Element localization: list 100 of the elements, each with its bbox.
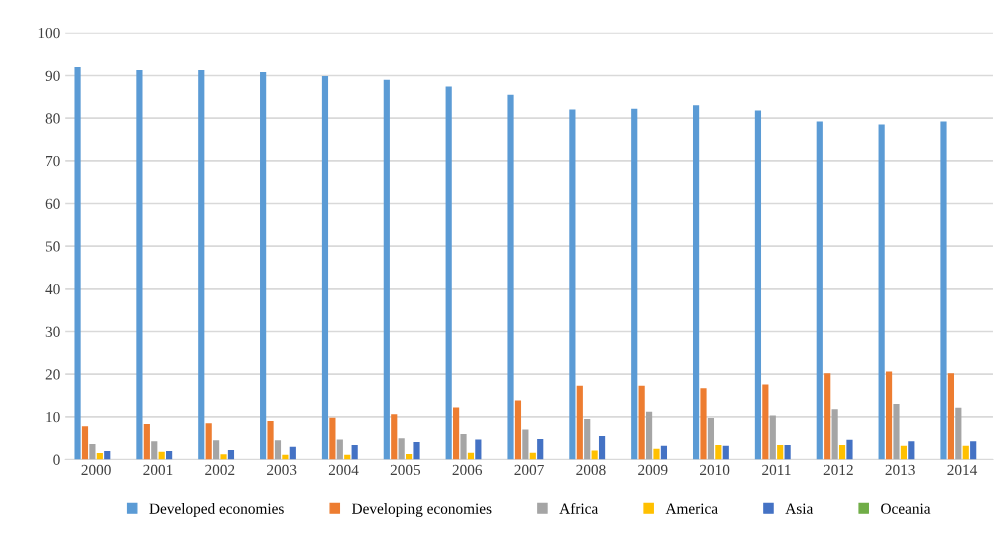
bar <box>645 411 653 460</box>
bar <box>267 421 274 460</box>
y-tick-label: 0 <box>53 454 60 465</box>
bar <box>707 418 715 460</box>
bar <box>885 371 893 460</box>
bar <box>838 444 846 460</box>
bar <box>638 385 645 460</box>
bar <box>391 414 398 460</box>
bar <box>205 423 212 460</box>
bar <box>947 373 954 460</box>
bar <box>762 384 769 460</box>
y-tick-label: 50 <box>45 241 60 252</box>
bar <box>831 409 838 460</box>
bar <box>584 418 591 460</box>
bar <box>537 439 544 460</box>
bar <box>507 94 514 460</box>
x-tick-label: 2013 <box>885 464 915 476</box>
bar <box>151 441 158 460</box>
bar <box>522 429 529 460</box>
bar <box>136 69 143 460</box>
x-tick-label: 2009 <box>638 464 668 476</box>
bar <box>970 441 977 460</box>
bar <box>576 385 583 460</box>
bar <box>329 417 336 460</box>
bar <box>351 444 358 460</box>
y-tick-label: 40 <box>45 283 60 295</box>
bar <box>213 440 220 460</box>
bar <box>893 404 900 460</box>
bar <box>143 424 150 460</box>
x-tick-label: 2014 <box>947 464 978 476</box>
bar <box>260 72 267 460</box>
legend-label: Asia <box>785 503 814 514</box>
x-tick-label: 2004 <box>328 464 359 476</box>
bar <box>692 105 700 460</box>
bar <box>908 441 915 460</box>
y-tick-label: 70 <box>46 155 60 167</box>
bar <box>769 415 776 460</box>
bar <box>398 438 405 460</box>
bar <box>321 75 329 460</box>
bar <box>754 110 762 460</box>
bar <box>824 373 831 460</box>
x-tick-label: 2010 <box>700 464 730 476</box>
bar <box>413 441 420 460</box>
x-tick-label: 2007 <box>514 464 544 476</box>
x-tick-label: 2001 <box>143 464 173 476</box>
bar <box>653 448 660 460</box>
bar <box>700 388 707 460</box>
bar <box>660 445 668 460</box>
bar <box>900 445 907 460</box>
bar <box>383 79 390 460</box>
y-tick-label: 20 <box>45 369 60 380</box>
bar <box>74 66 81 460</box>
bar <box>81 426 89 460</box>
y-tick-label: 60 <box>45 198 60 209</box>
bar <box>198 69 205 460</box>
x-tick-label: 2005 <box>390 464 421 476</box>
bar <box>89 444 96 460</box>
bar <box>166 450 173 460</box>
y-tick-label: 100 <box>38 27 60 39</box>
bar <box>445 86 452 460</box>
bar <box>598 436 606 460</box>
y-tick-label: 90 <box>45 70 60 81</box>
x-tick-label: 2002 <box>205 464 235 476</box>
y-tick-label: 30 <box>45 326 60 337</box>
legend-label: Developed economies <box>149 503 284 517</box>
x-tick-label: 2003 <box>267 464 297 476</box>
legend-label: Developing economies <box>352 503 492 517</box>
x-tick-label: 2000 <box>81 464 111 476</box>
bar <box>453 407 460 460</box>
bar <box>274 440 282 460</box>
bar <box>962 445 969 460</box>
bar <box>514 400 522 460</box>
y-tick-label: 80 <box>45 113 60 124</box>
y-tick-label: 10 <box>46 411 60 423</box>
bar <box>878 124 885 460</box>
bar <box>715 444 722 460</box>
bar <box>475 439 482 460</box>
bar <box>220 454 227 460</box>
x-tick-label: 2008 <box>576 464 606 476</box>
legend-label: Oceania <box>881 503 931 514</box>
bar <box>722 445 729 460</box>
bar <box>336 439 343 460</box>
bar <box>955 407 962 460</box>
bar <box>816 121 823 460</box>
x-tick-label: 2006 <box>452 464 483 476</box>
bar <box>784 444 791 460</box>
bar <box>227 450 235 460</box>
bar <box>940 121 947 460</box>
legend-label: Africa <box>559 502 599 514</box>
legend-label: America <box>665 503 718 514</box>
bar <box>289 446 296 460</box>
bar <box>460 433 467 460</box>
bar <box>569 109 576 460</box>
x-tick-label: 2011 <box>762 464 791 476</box>
bar <box>631 108 638 460</box>
bar <box>846 439 853 460</box>
x-tick-label: 2012 <box>823 464 853 476</box>
bar <box>777 444 784 460</box>
bar <box>96 453 103 460</box>
bar <box>104 450 111 460</box>
